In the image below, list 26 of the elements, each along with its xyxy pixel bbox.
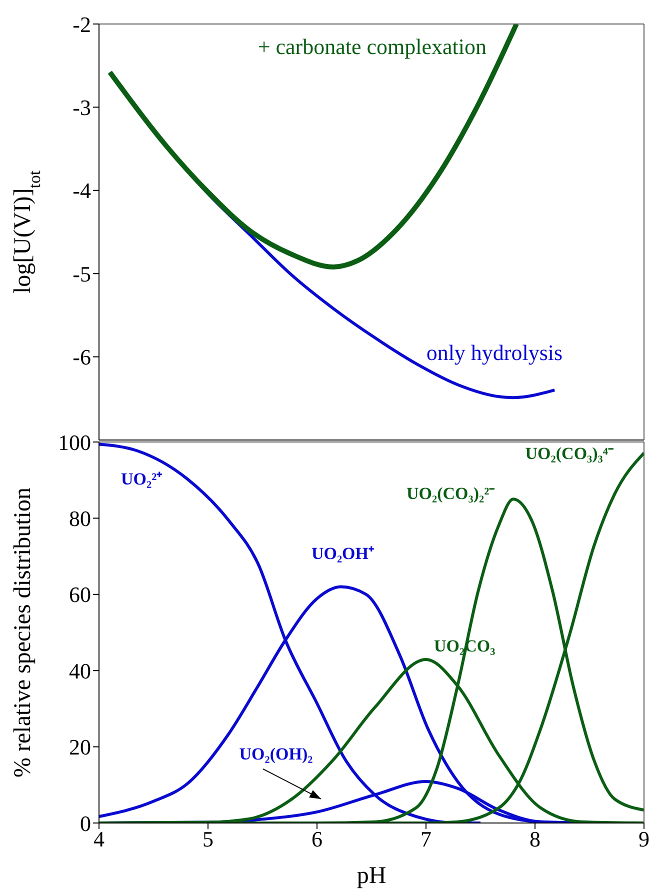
y-tick-label: -3	[72, 95, 91, 120]
y-tick-label: 100	[58, 430, 91, 455]
x-tick-label: 8	[530, 826, 540, 852]
y-tick-label: 60	[69, 582, 91, 608]
y-axis-title: % relative species distribution	[10, 488, 36, 778]
x-tick-label: 7	[420, 826, 432, 852]
y-tick-label: 80	[69, 506, 91, 532]
y-tick-label: 40	[69, 658, 91, 684]
x-tick-label: 6	[312, 826, 322, 852]
series-label: UO₂²⁺	[121, 469, 163, 488]
y-tick-label: 0	[80, 810, 91, 836]
series-label: UO₂(CO₃)₃⁴⁻	[525, 444, 614, 464]
y-tick-label: -2	[72, 12, 91, 37]
y-tick-label: -4	[72, 178, 91, 204]
series-label: UO₂(CO₃)₂²⁻	[406, 484, 496, 504]
y-tick-label: -5	[72, 261, 91, 286]
x-tick-label: 4	[94, 826, 104, 852]
series-label: only hydrolysis	[426, 340, 563, 366]
x-tick-label: 5	[202, 826, 214, 852]
x-axis-title: pH	[356, 863, 386, 889]
series-label: + carbonate complexation	[258, 34, 486, 59]
text: UO₂(OH)₂	[239, 744, 313, 764]
y-tick-label: 20	[69, 734, 91, 760]
x-tick-label: 9	[638, 826, 650, 852]
series-label: UO₂OH⁺	[311, 544, 375, 563]
y-tick-label: -6	[72, 344, 91, 370]
